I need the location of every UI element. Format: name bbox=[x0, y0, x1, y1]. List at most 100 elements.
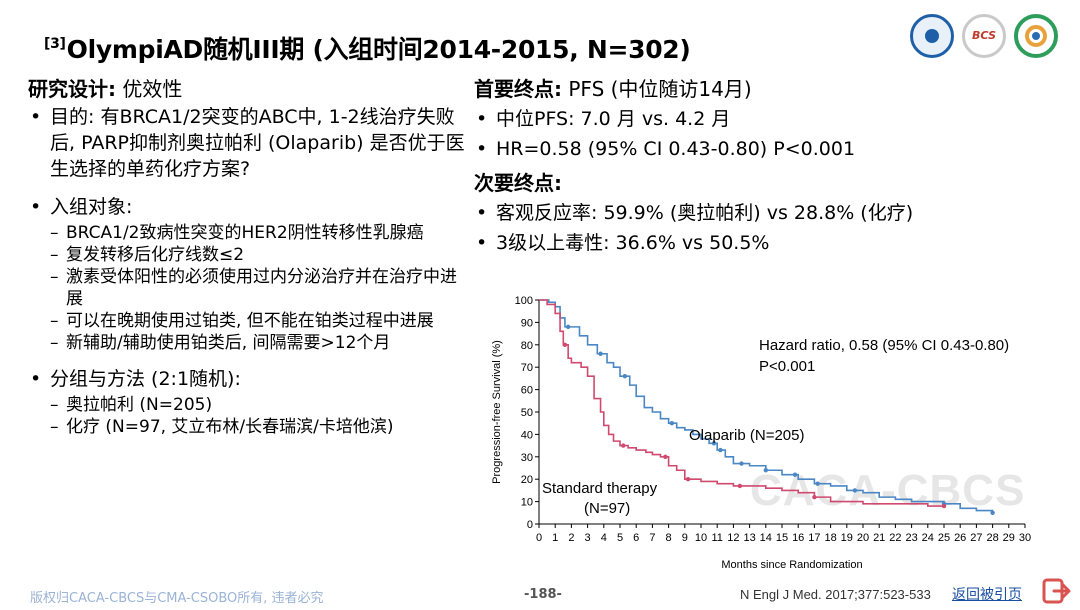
secondary-endpoint-item: 3级以上毒性: 36.6% vs 50.5% bbox=[474, 230, 1054, 256]
eligibility-criterion: 激素受体阳性的必须使用过内分泌治疗并在治疗中进展 bbox=[50, 266, 468, 310]
censor-mark bbox=[792, 472, 798, 477]
censor-mark bbox=[669, 421, 675, 426]
y-tick-label: 70 bbox=[521, 362, 533, 374]
censor-mark bbox=[941, 503, 947, 509]
secondary-endpoint-item: 客观反应率: 59.9% (奥拉帕利) vs 28.8% (化疗) bbox=[474, 200, 1054, 226]
p-value-annotation: P<0.001 bbox=[759, 358, 815, 375]
censor-mark bbox=[663, 454, 668, 459]
x-tick-label: 4 bbox=[601, 532, 607, 544]
censor-mark bbox=[737, 483, 743, 489]
x-tick-label: 28 bbox=[986, 532, 998, 544]
y-tick-label: 50 bbox=[521, 407, 533, 419]
censor-mark bbox=[562, 342, 568, 347]
censor-mark bbox=[763, 468, 768, 473]
x-tick-label: 12 bbox=[727, 532, 739, 544]
y-tick-label: 40 bbox=[521, 429, 533, 441]
x-tick-label: 3 bbox=[585, 532, 591, 544]
x-tick-label: 23 bbox=[905, 532, 917, 544]
y-tick-label: 100 bbox=[515, 295, 533, 307]
x-tick-label: 15 bbox=[776, 532, 788, 544]
censor-mark bbox=[711, 441, 717, 446]
x-tick-label: 24 bbox=[922, 532, 934, 544]
x-tick-label: 19 bbox=[841, 532, 853, 544]
eligibility-criterion: BRCA1/2致病性突变的HER2阴性转移性乳腺癌 bbox=[50, 222, 468, 244]
censor-mark bbox=[598, 351, 603, 356]
censor-mark bbox=[622, 373, 628, 379]
x-tick-label: 5 bbox=[617, 532, 623, 544]
association-logo-icon bbox=[910, 14, 954, 58]
y-tick-label: 0 bbox=[527, 519, 533, 531]
x-tick-label: 10 bbox=[695, 532, 707, 544]
x-tick-label: 20 bbox=[857, 532, 869, 544]
x-tick-label: 16 bbox=[792, 532, 804, 544]
primary-endpoint-heading: 首要终点: PFS (中位随访14月) bbox=[474, 77, 752, 101]
primary-endpoint-item: 中位PFS: 7.0 月 vs. 4.2 月 bbox=[474, 106, 1054, 132]
x-tick-label: 6 bbox=[633, 532, 639, 544]
x-tick-label: 14 bbox=[760, 532, 772, 544]
y-axis-label: Progression-free Survival (%) bbox=[491, 340, 503, 484]
y-tick-label: 90 bbox=[521, 317, 533, 329]
x-tick-label: 27 bbox=[970, 532, 982, 544]
x-tick-label: 18 bbox=[824, 532, 836, 544]
secondary-endpoint-heading: 次要终点: bbox=[474, 171, 562, 195]
title-text: OlympiAD随机III期 (入组时间2014-2015, N=302) bbox=[66, 35, 691, 64]
x-tick-label: 21 bbox=[873, 532, 885, 544]
censor-mark bbox=[812, 494, 817, 500]
censor-mark bbox=[852, 488, 858, 493]
title-reference: [3] bbox=[44, 36, 66, 52]
x-tick-label: 11 bbox=[711, 532, 722, 544]
x-tick-label: 1 bbox=[552, 532, 558, 544]
censor-mark bbox=[739, 461, 744, 466]
copyright-notice: 版权归CACA-CBCS与CMA-CSOBO所有, 违者必究 bbox=[30, 591, 324, 606]
arms-list: 奥拉帕利 (N=205) 化疗 (N=97, 艾立布林/长春瑞滨/卡培他滨) bbox=[50, 394, 468, 438]
x-tick-label: 17 bbox=[808, 532, 820, 544]
return-arrow-icon[interactable] bbox=[1042, 578, 1072, 604]
x-tick-label: 8 bbox=[666, 532, 672, 544]
y-tick-label: 60 bbox=[521, 385, 533, 397]
y-tick-label: 20 bbox=[521, 474, 533, 486]
x-tick-label: 2 bbox=[568, 532, 574, 544]
study-design-column: 研究设计: 优效性 目的: 有BRCA1/2突变的ABC中, 1-2线治疗失败后… bbox=[28, 76, 468, 438]
arms-item: 分组与方法 (2:1随机): 奥拉帕利 (N=205) 化疗 (N=97, 艾立… bbox=[28, 366, 468, 438]
primary-endpoint-item: HR=0.58 (95% CI 0.43-0.80) P<0.001 bbox=[474, 136, 1054, 162]
series-label-olaparib: Olaparib (N=205) bbox=[689, 427, 804, 444]
x-axis-label: Months since Randomization bbox=[721, 559, 862, 571]
censor-mark bbox=[990, 510, 995, 515]
y-tick-label: 80 bbox=[521, 340, 533, 352]
eligibility-criterion: 可以在晚期使用过铂类, 但不能在铂类过程中进展 bbox=[50, 310, 468, 332]
x-tick-label: 30 bbox=[1019, 532, 1031, 544]
back-to-cited-page-link[interactable]: 返回被引页 bbox=[952, 587, 1022, 603]
x-tick-label: 7 bbox=[649, 532, 655, 544]
logo-group: BCS bbox=[910, 14, 1058, 58]
hazard-ratio-annotation: Hazard ratio, 0.58 (95% CI 0.43-0.80) bbox=[759, 337, 1009, 354]
csobo-logo-icon bbox=[1014, 14, 1058, 58]
censor-mark bbox=[685, 477, 691, 482]
standard-therapy-curve bbox=[539, 299, 944, 507]
y-tick-label: 30 bbox=[521, 452, 533, 464]
x-tick-label: 0 bbox=[536, 532, 542, 544]
eligibility-criterion: 复发转移后化疗线数≤2 bbox=[50, 244, 468, 266]
x-tick-label: 29 bbox=[1003, 532, 1015, 544]
eligibility-list: BRCA1/2致病性突变的HER2阴性转移性乳腺癌 复发转移后化疗线数≤2 激素… bbox=[50, 222, 468, 354]
eligibility-item: 入组对象: BRCA1/2致病性突变的HER2阴性转移性乳腺癌 复发转移后化疗线… bbox=[28, 194, 468, 354]
x-tick-label: 26 bbox=[954, 532, 966, 544]
purpose-item: 目的: 有BRCA1/2突变的ABC中, 1-2线治疗失败后, PARP抑制剂奥… bbox=[28, 104, 468, 182]
censor-mark bbox=[815, 481, 820, 486]
olaparib-curve bbox=[539, 299, 994, 513]
eligibility-criterion: 新辅助/辅助使用铂类后, 间隔需要>12个月 bbox=[50, 332, 468, 354]
chart-curves bbox=[539, 299, 995, 515]
series-label-standard-n: (N=97) bbox=[584, 500, 630, 517]
x-tick-label: 13 bbox=[743, 532, 755, 544]
x-tick-label: 25 bbox=[938, 532, 950, 544]
x-tick-label: 22 bbox=[889, 532, 901, 544]
series-label-standard: Standard therapy bbox=[542, 480, 658, 497]
slide-title: [3]OlympiAD随机III期 (入组时间2014-2015, N=302) bbox=[44, 30, 691, 66]
x-tick-label: 9 bbox=[682, 532, 688, 544]
censor-mark bbox=[621, 443, 626, 448]
censor-mark bbox=[565, 324, 571, 330]
page-number: -188- bbox=[524, 587, 562, 602]
reference-citation: N Engl J Med. 2017;377:523-533 bbox=[740, 587, 931, 602]
arm-entry: 化疗 (N=97, 艾立布林/长春瑞滨/卡培他滨) bbox=[50, 416, 468, 438]
study-design-heading: 研究设计: 优效性 bbox=[28, 77, 183, 101]
